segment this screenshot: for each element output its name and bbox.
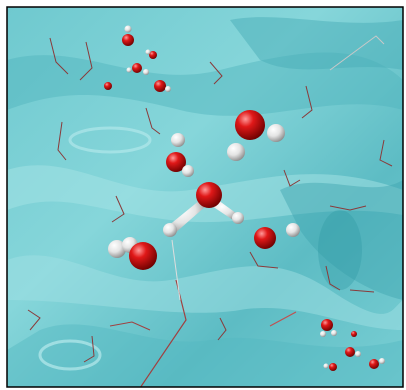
hydrogen-atom — [379, 358, 385, 364]
stick-molecule — [301, 85, 313, 119]
stick-molecule — [83, 335, 95, 363]
stick-molecule — [111, 195, 125, 223]
hydrogen-atom — [320, 331, 326, 337]
hydrogen-trail — [168, 200, 206, 234]
stick-molecule — [349, 289, 375, 293]
stick-molecule — [379, 139, 393, 167]
stick-molecule — [329, 205, 367, 211]
hydrogen-atom — [267, 124, 285, 142]
hydrogen-atom — [355, 351, 361, 357]
wave-shadow — [318, 210, 362, 290]
hydrogen-bond — [171, 239, 181, 301]
wave-shadow — [230, 17, 403, 70]
oxygen-atom — [122, 34, 134, 46]
hydrogen-atom — [165, 86, 171, 92]
oxygen-atom — [369, 359, 379, 369]
oxygen-atom — [351, 331, 357, 337]
hydrogen-atom — [145, 49, 151, 55]
hydrogen-atom — [126, 67, 132, 73]
stick-molecule — [249, 251, 279, 269]
stick-molecule — [145, 107, 161, 135]
oxygen-atom — [345, 347, 355, 357]
hydrogen-atom — [171, 133, 185, 147]
stick-molecule — [329, 35, 385, 71]
wave-highlight — [7, 255, 403, 330]
oxygen-atom — [149, 51, 157, 59]
stick-molecule — [79, 41, 93, 81]
viewport — [7, 7, 403, 387]
ripple — [38, 339, 102, 371]
oxygen-atom — [132, 63, 142, 73]
oxygen-atom — [254, 227, 276, 249]
oxygen-atom — [235, 110, 265, 140]
stick-molecule — [217, 317, 227, 341]
stick-molecule — [57, 121, 67, 161]
ripple — [68, 126, 152, 154]
oxygen-atom — [329, 363, 337, 371]
hydrogen-atom — [232, 212, 244, 224]
image-frame — [6, 6, 404, 388]
hydrogen-atom — [331, 330, 337, 336]
stick-molecule — [109, 321, 151, 331]
hydrogen-atom — [143, 69, 149, 75]
stick-molecule — [283, 169, 301, 187]
hydrogen-atom — [182, 165, 194, 177]
stick-molecule — [325, 265, 341, 291]
wave-shadow — [280, 180, 403, 300]
hydrogen-atom — [286, 223, 300, 237]
wave-shadow — [7, 324, 403, 387]
hydrogen-atom — [227, 143, 245, 161]
oxygen-atom — [166, 152, 186, 172]
hydrogen-atom — [124, 25, 132, 33]
oxygen-atom — [129, 242, 157, 270]
stick-molecule — [27, 309, 41, 331]
oxygen-atom — [196, 182, 222, 208]
stick-molecule — [209, 61, 223, 85]
oxygen-atom — [321, 319, 333, 331]
stick-molecule — [269, 311, 297, 327]
oxygen-atom — [154, 80, 166, 92]
hydrogen-atom — [108, 240, 126, 258]
hydrogen-atom — [163, 223, 177, 237]
hydrogen-atom — [323, 363, 329, 369]
oxygen-atom — [104, 82, 112, 90]
stick-molecule — [49, 37, 69, 75]
